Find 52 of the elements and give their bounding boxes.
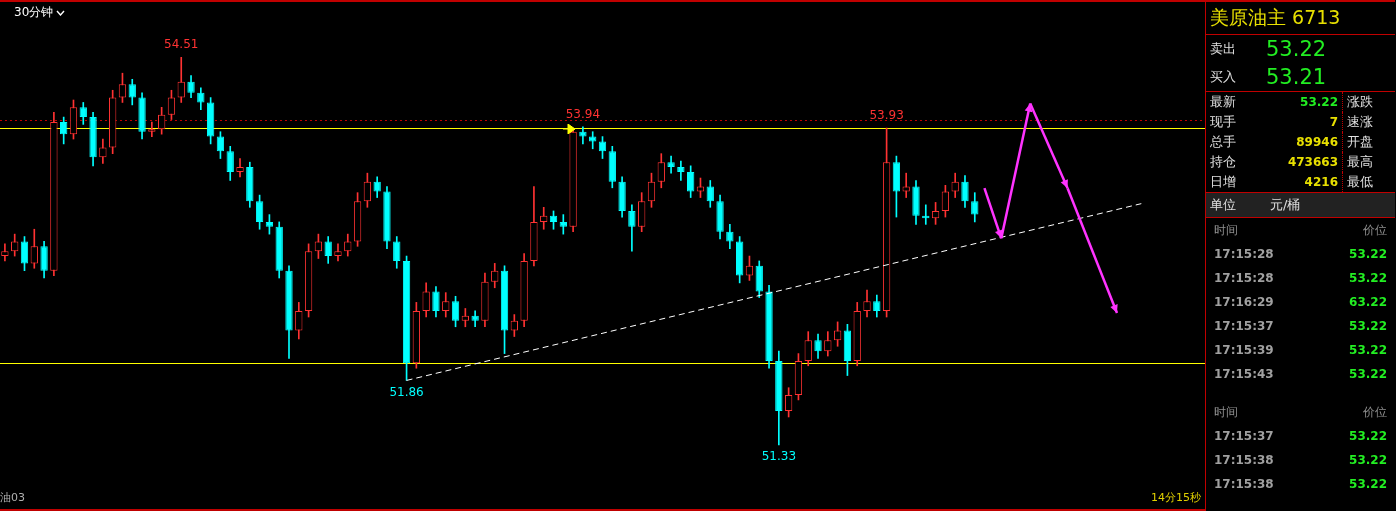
text: 17:15:43 <box>1214 367 1274 381</box>
text: 53.21 <box>1266 65 1327 89</box>
text: 持仓 <box>1210 153 1237 171</box>
text: 17:15:38 <box>1214 477 1274 491</box>
text: 价位 <box>1363 403 1387 421</box>
text: 总手 <box>1210 133 1237 151</box>
annotation: 51.33 <box>761 449 797 464</box>
text: 油03 <box>0 490 25 505</box>
annotation: 53.94 <box>565 106 601 121</box>
text: 53.22 <box>1349 367 1387 381</box>
text: 元/桶 <box>1270 196 1301 214</box>
text: 17:15:37 <box>1214 319 1274 333</box>
text: 最低 <box>1347 173 1373 191</box>
text: 17:15:28 <box>1214 271 1274 285</box>
annotation: 54.51 <box>164 37 199 52</box>
text: 17:16:29 <box>1214 295 1274 309</box>
text: 时间 <box>1214 221 1238 239</box>
chart-title: 30分钟 <box>14 4 54 21</box>
text: 473663 <box>1286 155 1338 169</box>
text: 最高 <box>1347 153 1373 171</box>
text: 买入 <box>1210 68 1237 86</box>
annotation: 51.86 <box>389 384 424 399</box>
text: 14分15秒 <box>1151 490 1201 505</box>
text: 速涨 <box>1347 113 1373 131</box>
text: 53.22 <box>1266 37 1327 61</box>
text: 现手 <box>1210 113 1237 131</box>
text: 53.22 <box>1349 271 1387 285</box>
annotation: 53.93 <box>869 108 904 123</box>
text: 17:15:38 <box>1214 453 1274 467</box>
text: 53.22 <box>1299 95 1338 109</box>
text: 53.22 <box>1349 477 1387 491</box>
text: 53.22 <box>1349 319 1387 333</box>
text: 4216 <box>1303 175 1338 189</box>
text: 7 <box>1328 115 1338 129</box>
text: 89946 <box>1295 135 1338 149</box>
text: 时间 <box>1214 403 1238 421</box>
text: 17:15:37 <box>1214 429 1274 443</box>
text: 美原油主 6713 <box>1206 2 1395 35</box>
text: 日增 <box>1210 173 1237 191</box>
text: 开盘 <box>1347 133 1373 151</box>
text: 价位 <box>1363 221 1387 239</box>
text: 单位 <box>1210 196 1237 214</box>
text: 17:15:39 <box>1214 343 1274 357</box>
text: 53.22 <box>1349 453 1387 467</box>
text: 17:15:28 <box>1214 247 1274 261</box>
text: 63.22 <box>1349 295 1387 309</box>
text: 53.22 <box>1349 429 1387 443</box>
text: 53.22 <box>1349 343 1387 357</box>
text: 卖出 <box>1210 40 1237 58</box>
text: 53.22 <box>1349 247 1387 261</box>
text: 涨跌 <box>1347 93 1373 111</box>
text: 最新 <box>1210 93 1237 111</box>
